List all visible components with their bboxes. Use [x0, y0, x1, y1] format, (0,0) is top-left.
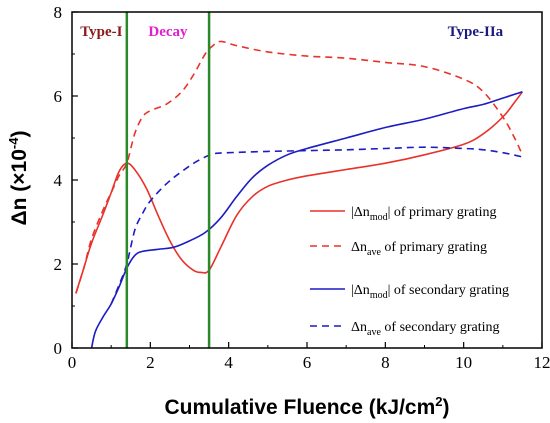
y-tick-label: 0 [54, 339, 63, 358]
y-axis-title: Δn (×10-4) [6, 131, 31, 226]
legend: |Δnmod| of primary grating Δnave of prima… [310, 205, 509, 338]
legend-label: Δnave of primary grating [351, 240, 487, 258]
region-labels: Type-I Decay Type-IIa [80, 24, 503, 40]
axis-ticks: 0 2 4 6 8 10 12 0 2 4 6 8 [54, 3, 550, 372]
x-tick-label: 4 [224, 353, 233, 372]
legend-label: Δnave of secondary grating [351, 320, 499, 338]
series-line-2 [75, 40, 524, 294]
x-tick-label: 6 [303, 353, 312, 372]
legend-label: |Δnmod| of primary grating [351, 205, 497, 223]
y-tick-label: 2 [54, 255, 63, 274]
region-label: Type-I [80, 24, 122, 40]
region-label: Type-IIa [448, 24, 504, 40]
plot-marks [75, 40, 524, 349]
legend-label: |Δnmod| of secondary grating [351, 283, 509, 301]
x-tick-label: 10 [455, 353, 472, 372]
x-axis-title: Cumulative Fluence (kJ/cm2) [165, 394, 450, 419]
x-tick-label: 12 [534, 353, 550, 372]
y-tick-label: 4 [54, 171, 63, 190]
series-line-4 [110, 146, 523, 305]
x-tick-label: 2 [146, 353, 155, 372]
x-tick-label: 0 [68, 353, 77, 372]
y-tick-label: 8 [54, 3, 63, 22]
x-tick-label: 8 [381, 353, 390, 372]
series-line-1 [75, 91, 524, 294]
region-boundaries [125, 12, 211, 348]
region-label: Decay [148, 24, 188, 40]
y-tick-label: 6 [54, 87, 63, 106]
